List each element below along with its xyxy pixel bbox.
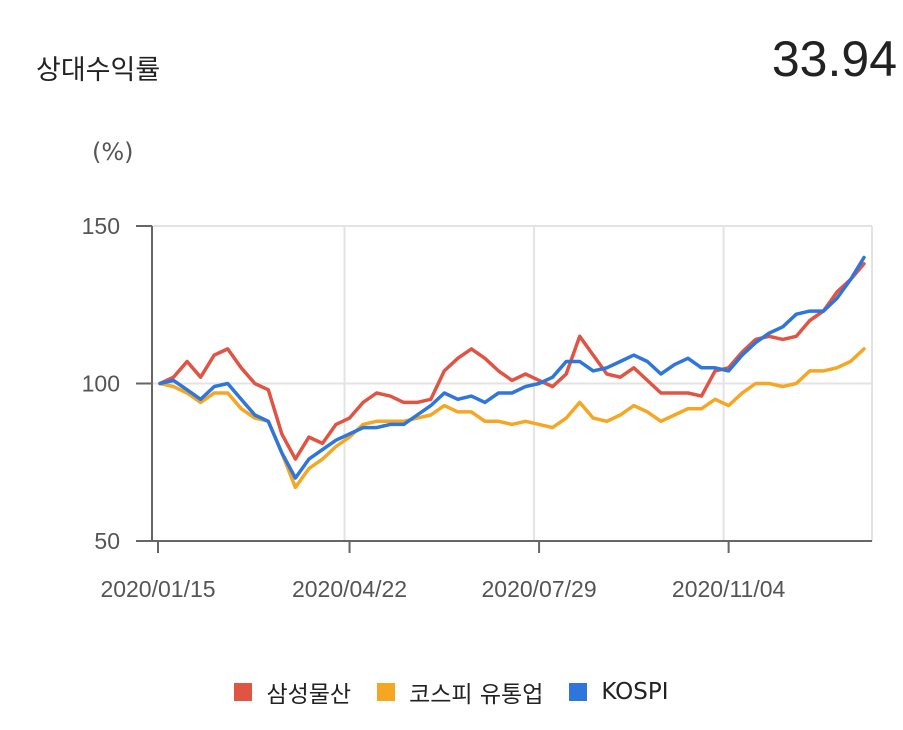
legend-label: 코스피 유통업 (409, 682, 544, 708)
series-line-samsung-ct (158, 262, 866, 461)
legend: 삼성물산 코스피 유통업 KOSPI (0, 675, 903, 709)
x-tick-label: 2020/04/22 (292, 576, 407, 602)
return-value: 33.94 (771, 31, 897, 87)
legend-item: 코스피 유통업 (377, 675, 543, 709)
axes (136, 225, 872, 553)
x-tick-label: 2020/01/15 (100, 576, 215, 602)
x-tick-labels: 2020/01/15 2020/04/22 2020/07/29 2020/11/04 (100, 576, 785, 602)
series-line-kospi (158, 255, 866, 480)
y-axis-unit: (%) (92, 138, 134, 166)
legend-label: 삼성물산 (266, 682, 352, 708)
series-lines (158, 255, 866, 490)
y-tick-label: 150 (82, 213, 120, 239)
chart-title: 상대수익률 (36, 55, 161, 86)
legend-swatch (377, 683, 396, 701)
legend-swatch (234, 683, 253, 701)
y-tick-labels: 150 100 50 (82, 213, 120, 554)
legend-item: 삼성물산 (234, 675, 351, 709)
legend-item: KOSPI (569, 679, 669, 705)
legend-swatch (569, 683, 588, 701)
x-tick-label: 2020/11/04 (672, 576, 786, 602)
y-tick-label: 50 (94, 528, 120, 554)
x-tick-label: 2020/07/29 (482, 576, 597, 602)
y-tick-label: 100 (82, 371, 120, 397)
legend-label: KOSPI (601, 679, 669, 705)
